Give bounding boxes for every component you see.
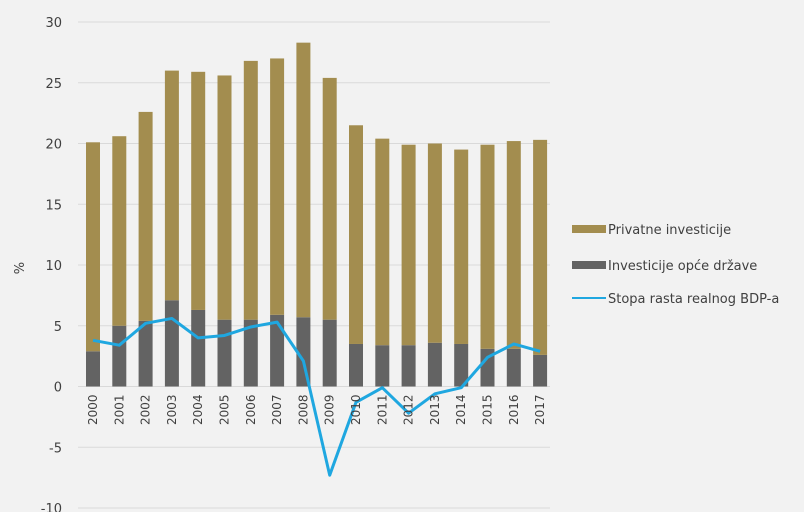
bar-government bbox=[164, 300, 179, 387]
bar-private bbox=[296, 42, 311, 318]
bar-government bbox=[86, 351, 100, 387]
legend-label: Investicije opće države bbox=[608, 259, 757, 274]
y-tick-label: 10 bbox=[45, 259, 62, 274]
bar-government bbox=[427, 342, 442, 387]
bars bbox=[86, 42, 548, 387]
x-tick-label: 2001 bbox=[112, 395, 126, 426]
x-tick-label: 2005 bbox=[218, 395, 232, 426]
x-tick-label: 2008 bbox=[296, 395, 310, 426]
x-tick-label: 2010 bbox=[349, 395, 363, 426]
x-tick-label: 2007 bbox=[270, 395, 284, 426]
bar-government bbox=[191, 309, 206, 387]
bar-private bbox=[375, 138, 390, 346]
bar-private bbox=[112, 136, 127, 326]
bar-government bbox=[322, 319, 337, 387]
bar-government bbox=[270, 314, 285, 387]
bar-government bbox=[375, 345, 390, 387]
bar-private bbox=[243, 60, 258, 320]
bar-government bbox=[217, 319, 232, 387]
bar-private bbox=[217, 75, 232, 320]
bar-private bbox=[480, 144, 495, 349]
x-tick-label: 2016 bbox=[507, 395, 521, 426]
y-axis-title: % bbox=[13, 262, 28, 274]
legend-swatch bbox=[572, 225, 606, 233]
bar-private bbox=[86, 142, 100, 352]
y-tick-label: 0 bbox=[54, 381, 62, 396]
gdp-growth-line bbox=[92, 316, 541, 477]
gdp-line bbox=[92, 316, 541, 477]
x-tick-label: 2006 bbox=[244, 395, 258, 426]
bar-government bbox=[349, 343, 363, 387]
y-axis-ticks: 30 25 20 15 10 5 0 -5 -10 bbox=[41, 16, 62, 512]
bar-government bbox=[138, 320, 153, 387]
x-tick-label: 2002 bbox=[139, 395, 153, 426]
bar-government bbox=[401, 345, 416, 387]
bar-government bbox=[296, 317, 311, 387]
x-tick-label: 2012 bbox=[402, 395, 416, 426]
x-tick-label: 2014 bbox=[454, 395, 468, 426]
x-tick-label: 2015 bbox=[481, 395, 495, 426]
bar-government bbox=[480, 348, 495, 387]
bar-private bbox=[427, 143, 442, 343]
x-tick-label: 2003 bbox=[165, 395, 179, 426]
bar-private bbox=[401, 144, 416, 346]
bar-private bbox=[164, 70, 179, 301]
legend-label: Privatne investicije bbox=[608, 223, 731, 238]
bar-private bbox=[349, 125, 363, 344]
y-tick-label: 30 bbox=[45, 16, 62, 31]
x-tick-label: 2000 bbox=[86, 395, 100, 426]
x-tick-label: 2013 bbox=[428, 395, 442, 426]
y-tick-label: -10 bbox=[41, 502, 62, 512]
bar-private bbox=[454, 149, 469, 344]
bar-private bbox=[191, 71, 206, 310]
legend: Privatne investicije Investicije opće drž… bbox=[572, 223, 779, 307]
bar-private bbox=[138, 111, 153, 321]
bar-private bbox=[270, 58, 285, 315]
gridlines bbox=[78, 21, 550, 509]
legend-swatch bbox=[572, 261, 606, 269]
x-tick-label: 2004 bbox=[191, 395, 205, 426]
bar-private bbox=[322, 77, 337, 320]
bar-government bbox=[454, 343, 469, 387]
y-tick-label: 20 bbox=[45, 138, 62, 153]
legend-label: Stopa rasta realnog BDP-a bbox=[608, 292, 779, 307]
y-tick-label: 5 bbox=[54, 320, 62, 335]
x-tick-label: 2011 bbox=[375, 395, 389, 426]
bar-government bbox=[533, 354, 548, 387]
bar-government bbox=[112, 325, 127, 387]
bar-private bbox=[506, 141, 521, 349]
y-tick-label: 25 bbox=[45, 77, 62, 92]
x-axis-ticks: 2000 2001 2002 2003 2004 2005 2006 2007 2008 2009… bbox=[86, 395, 547, 426]
bar-government bbox=[243, 319, 258, 387]
y-tick-label: -5 bbox=[49, 441, 62, 456]
bar-private bbox=[533, 139, 548, 355]
y-tick-label: 15 bbox=[45, 198, 62, 213]
bar-government bbox=[506, 348, 521, 387]
x-tick-label: 2009 bbox=[323, 395, 337, 426]
x-tick-label: 2017 bbox=[533, 395, 547, 426]
